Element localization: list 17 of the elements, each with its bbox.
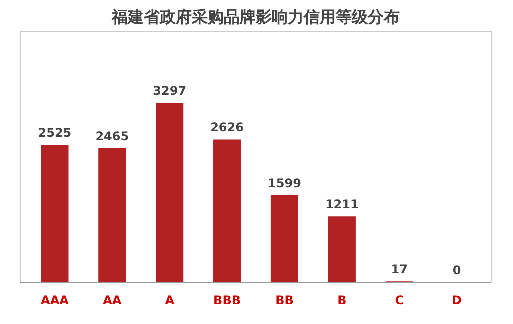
x-tick-label: BB bbox=[276, 294, 294, 308]
data-label: 1599 bbox=[268, 176, 302, 191]
data-label: 2626 bbox=[210, 120, 244, 135]
x-tick-label: D bbox=[452, 294, 462, 308]
data-label: 2525 bbox=[38, 126, 72, 140]
data-label: 0 bbox=[452, 264, 462, 278]
x-tick-label: A bbox=[165, 294, 176, 308]
x-tick-label: C bbox=[395, 294, 404, 308]
x-tick-label: B bbox=[338, 294, 347, 308]
x-tick-label: AA bbox=[103, 294, 122, 308]
x-tick-label: AAA bbox=[41, 294, 70, 308]
data-label: 1211 bbox=[325, 198, 359, 212]
data-label: 2465 bbox=[96, 129, 130, 144]
data-label: 17 bbox=[391, 262, 408, 277]
x-tick-label: BBB bbox=[214, 294, 242, 308]
chart-title: 福建省政府采购品牌影响力信用等级分布 bbox=[111, 8, 400, 26]
data-label: 3297 bbox=[153, 84, 187, 98]
